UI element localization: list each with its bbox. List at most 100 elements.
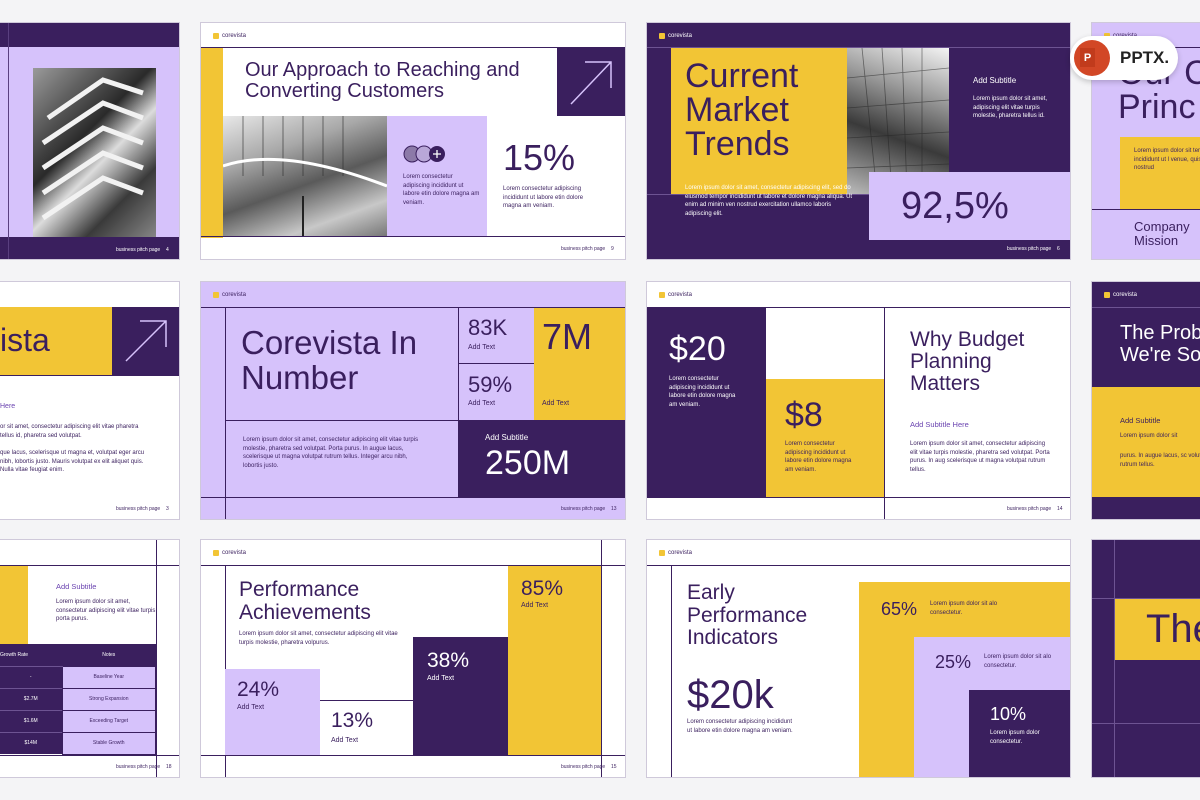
footer-label: business pitch page bbox=[561, 764, 606, 770]
page-number: 4 bbox=[166, 247, 169, 253]
stat-value: 92,5% bbox=[901, 185, 1009, 227]
stat-20-text: Lorem consectetur adipiscing incididunt … bbox=[669, 376, 736, 409]
logo-icon bbox=[213, 33, 219, 39]
stat-7m: 7M bbox=[542, 316, 593, 357]
slide-title: Our Approach to Reaching and Converting … bbox=[245, 59, 520, 102]
table-row: $2.7M Strong Expansion bbox=[0, 687, 156, 711]
purple-stat-box bbox=[458, 420, 625, 497]
brand-name: corevista bbox=[222, 550, 247, 556]
divider bbox=[647, 307, 1070, 308]
brand-name: corevista bbox=[222, 33, 247, 39]
body-text-1: Lorem ipsum dolor sit bbox=[1120, 433, 1178, 439]
slide-thumb-1[interactable]: business pitch page 4 bbox=[0, 22, 180, 260]
stat-7m-label: Add Text bbox=[542, 400, 570, 407]
slide-thumb-9[interactable]: Add Subtitle Lorem ipsum dolor sit amet,… bbox=[0, 539, 180, 778]
bar-38 bbox=[413, 637, 508, 755]
slide-thumb-8[interactable]: corevista The Prob We're So Add Subtitle… bbox=[1091, 281, 1200, 520]
body-text-2: que lacus, scelerisque ut magna et, volu… bbox=[0, 450, 145, 474]
stat-panel bbox=[869, 172, 1070, 240]
pptx-label: PPTX. bbox=[1120, 48, 1170, 67]
footer-label: business pitch page bbox=[561, 506, 606, 512]
big-stat-text: Lorem consectetur adipiscing incididunt … bbox=[687, 719, 793, 734]
slide-thumb-12[interactable]: The bbox=[1091, 539, 1200, 778]
building-photo bbox=[222, 116, 388, 236]
table-row: $14M Stable Growth bbox=[0, 731, 156, 755]
slide-thumb-2[interactable]: corevista Our Approach to Reaching and C… bbox=[200, 22, 626, 260]
yellow-strip bbox=[201, 48, 223, 238]
logo-icon bbox=[1104, 292, 1110, 298]
slide-title: Why Budget Planning Matters bbox=[910, 328, 1025, 396]
box-text: Lorem ipsum dolor sit tempor incididunt … bbox=[1134, 148, 1200, 172]
slide-thumb-3[interactable]: corevista Current Market Trends Add Subt… bbox=[646, 22, 1071, 260]
stat-59-label: Add Text bbox=[468, 400, 496, 407]
yellow-box bbox=[1120, 137, 1200, 209]
divider bbox=[1114, 540, 1115, 777]
col-header-notes: Notes bbox=[102, 651, 116, 658]
brand-name: corevista bbox=[222, 292, 247, 298]
building-photo bbox=[33, 68, 156, 241]
subtitle: Add Subtitle bbox=[1120, 416, 1161, 425]
divider bbox=[458, 307, 459, 497]
logo-icon bbox=[659, 33, 665, 39]
divider bbox=[156, 540, 157, 777]
slide-thumb-7[interactable]: corevista $20 Lorem consectetur adipisci… bbox=[646, 281, 1071, 520]
footer-label: business pitch page bbox=[116, 247, 161, 253]
title-box bbox=[223, 48, 557, 116]
divider bbox=[225, 307, 226, 519]
table-row: $1.6M Exceeding Target bbox=[0, 709, 156, 733]
lavender-panel bbox=[387, 116, 487, 236]
footer-label: business pitch page bbox=[561, 246, 606, 252]
panel-text: Lorem consectetur adipiscing incididunt … bbox=[403, 174, 480, 207]
brand-logo: corevista bbox=[213, 33, 246, 39]
page-number: 3 bbox=[166, 506, 169, 512]
slide-title: Current Market Trends bbox=[685, 57, 799, 163]
col-header-growth: Growth Rate bbox=[0, 651, 29, 658]
divider bbox=[1092, 209, 1200, 210]
logo-icon bbox=[213, 550, 219, 556]
table-cell: $1.6M bbox=[0, 709, 62, 732]
stat-text: Lorem consectetur adipiscing incididunt … bbox=[503, 186, 584, 210]
stat-13-label: Add Text bbox=[331, 737, 359, 744]
yellow-title-box bbox=[1114, 598, 1200, 660]
footer-label: business pitch page bbox=[116, 506, 161, 512]
purple-step bbox=[969, 690, 1070, 777]
slide-title: Corevista In Number bbox=[241, 324, 418, 396]
slide-thumb-10[interactable]: corevista Performance Achievements Lorem… bbox=[200, 539, 626, 778]
body-text: Lorem ipsum dolor sit amet, consectetur … bbox=[239, 631, 398, 646]
page-number: 9 bbox=[611, 246, 614, 252]
stat-value: 15% bbox=[503, 137, 576, 178]
divider bbox=[201, 755, 625, 756]
divider bbox=[0, 375, 179, 376]
body-text-2: purus. In augue lacus, sc volutpat rutru… bbox=[1120, 453, 1200, 468]
divider bbox=[201, 236, 625, 237]
divider bbox=[671, 565, 672, 777]
purple-column bbox=[647, 308, 766, 497]
slide-thumb-5[interactable]: ista Here or sit amet, consectetur adipi… bbox=[0, 281, 180, 520]
divider bbox=[458, 363, 534, 364]
title-box bbox=[671, 48, 847, 194]
yellow-box bbox=[0, 566, 28, 644]
divider bbox=[201, 497, 625, 498]
slide-thumb-11[interactable]: corevista Early Performance Indicators $… bbox=[646, 539, 1071, 778]
stat-83k-label: Add Text bbox=[468, 344, 496, 351]
circles-icon bbox=[403, 145, 451, 163]
yellow-column bbox=[766, 379, 884, 497]
slide-thumb-6[interactable]: corevista Corevista In Number Lorem ipsu… bbox=[200, 281, 626, 520]
footer-label: business pitch page bbox=[1007, 246, 1052, 252]
logo-icon bbox=[659, 550, 665, 556]
page-number: 15 bbox=[611, 764, 617, 770]
footer-label: business pitch page bbox=[116, 764, 161, 770]
stat-10: 10% bbox=[990, 704, 1027, 724]
brand-name: corevista bbox=[668, 292, 693, 298]
brand-name: corevista bbox=[1113, 292, 1138, 298]
table-row: - Baseline Year bbox=[0, 665, 156, 689]
divider bbox=[0, 755, 179, 756]
table-cell: Stable Growth bbox=[61, 731, 156, 755]
divider bbox=[647, 47, 1070, 48]
stat-38: 38% bbox=[427, 649, 470, 672]
table-cell: $14M bbox=[0, 731, 62, 754]
divider bbox=[201, 307, 625, 308]
brand-logo: corevista bbox=[1104, 292, 1137, 298]
body-text: Lorem ipsum dolor sit amet, consectetur … bbox=[910, 441, 1050, 474]
stat-8: $8 bbox=[785, 396, 823, 434]
